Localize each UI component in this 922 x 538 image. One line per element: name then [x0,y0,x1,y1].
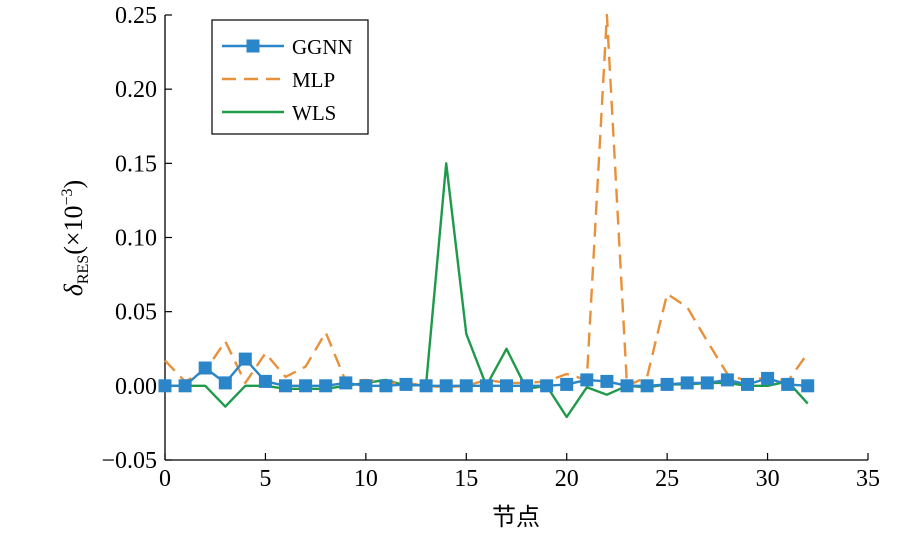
data-point-ggnn [339,376,353,390]
legend: GGNN MLP WLS [211,19,369,135]
data-point-ggnn [720,373,734,387]
y-axis-title-open: (×10 [59,205,88,254]
legend-marker-ggnn [246,39,260,53]
y-tick-label: 0.15 [115,151,157,177]
legend-box [211,19,369,135]
data-point-ggnn [359,379,373,393]
data-point-ggnn [741,377,754,391]
x-tick-label: 10 [354,466,378,492]
x-tick-label: 20 [555,466,579,492]
data-point-ggnn [580,373,594,387]
data-point-ggnn [198,361,212,375]
x-tick-label: 35 [856,466,880,492]
data-point-ggnn [660,377,674,391]
data-point-ggnn [500,379,513,393]
legend-label-mlp: MLP [292,68,335,92]
data-point-ggnn [781,377,795,391]
data-point-ggnn [801,379,815,393]
y-tick-label: −0.05 [101,448,157,474]
data-point-ggnn [520,379,533,393]
data-point-ggnn [279,379,292,393]
legend-label-ggnn: GGNN [292,35,353,59]
y-axis-title: δRES(×10−3) [59,180,92,296]
x-tick-label: 0 [159,466,171,492]
x-tick-label: 15 [454,466,478,492]
series [158,13,815,419]
data-point-ggnn [178,379,192,393]
x-axis-title: 节点 [492,503,540,531]
x-tick-label: 30 [756,466,780,492]
x-tick-label: 5 [259,466,271,492]
y-tick-label: 0.05 [115,300,157,326]
data-point-ggnn [459,379,473,393]
y-tick-label: 0.00 [115,374,157,400]
svg-text:δRES(×10−3): δRES(×10−3) [59,180,92,296]
y-tick-label: 0.25 [115,3,157,29]
y-axis-title-base: δ [59,283,88,296]
data-point-ggnn [439,379,453,393]
data-point-ggnn [238,352,252,366]
data-point-ggnn [158,379,172,393]
y-axis-title-close: ) [59,180,88,189]
data-point-ggnn [640,379,654,393]
series-line-mlp [164,13,809,389]
data-point-ggnn [299,379,313,393]
data-point-ggnn [379,379,393,393]
data-point-ggnn [540,379,554,393]
data-point-ggnn [560,377,574,391]
data-point-ggnn [600,374,614,388]
y-tick-label: 0.20 [115,77,157,103]
data-point-ggnn [479,379,493,393]
data-point-ggnn [620,379,634,393]
data-point-ggnn [319,379,333,393]
y-axis-title-sub: RES [75,255,92,284]
y-tick-label: 0.10 [115,226,157,252]
data-point-ggnn [258,374,272,388]
data-point-ggnn [419,379,433,393]
data-point-ggnn [399,377,413,391]
ticks: 0 5 10 15 20 25 30 35 −0.05 0.00 0.05 0.10 0.15 0.20 0… [101,3,880,492]
y-axis-title-sup: −3 [59,188,76,205]
x-tick-label: 25 [655,466,679,492]
data-point-ggnn [218,376,232,390]
data-point-ggnn [700,376,714,390]
data-point-ggnn [761,371,775,385]
data-point-ggnn [680,376,694,390]
legend-label-wls: WLS [292,101,336,125]
